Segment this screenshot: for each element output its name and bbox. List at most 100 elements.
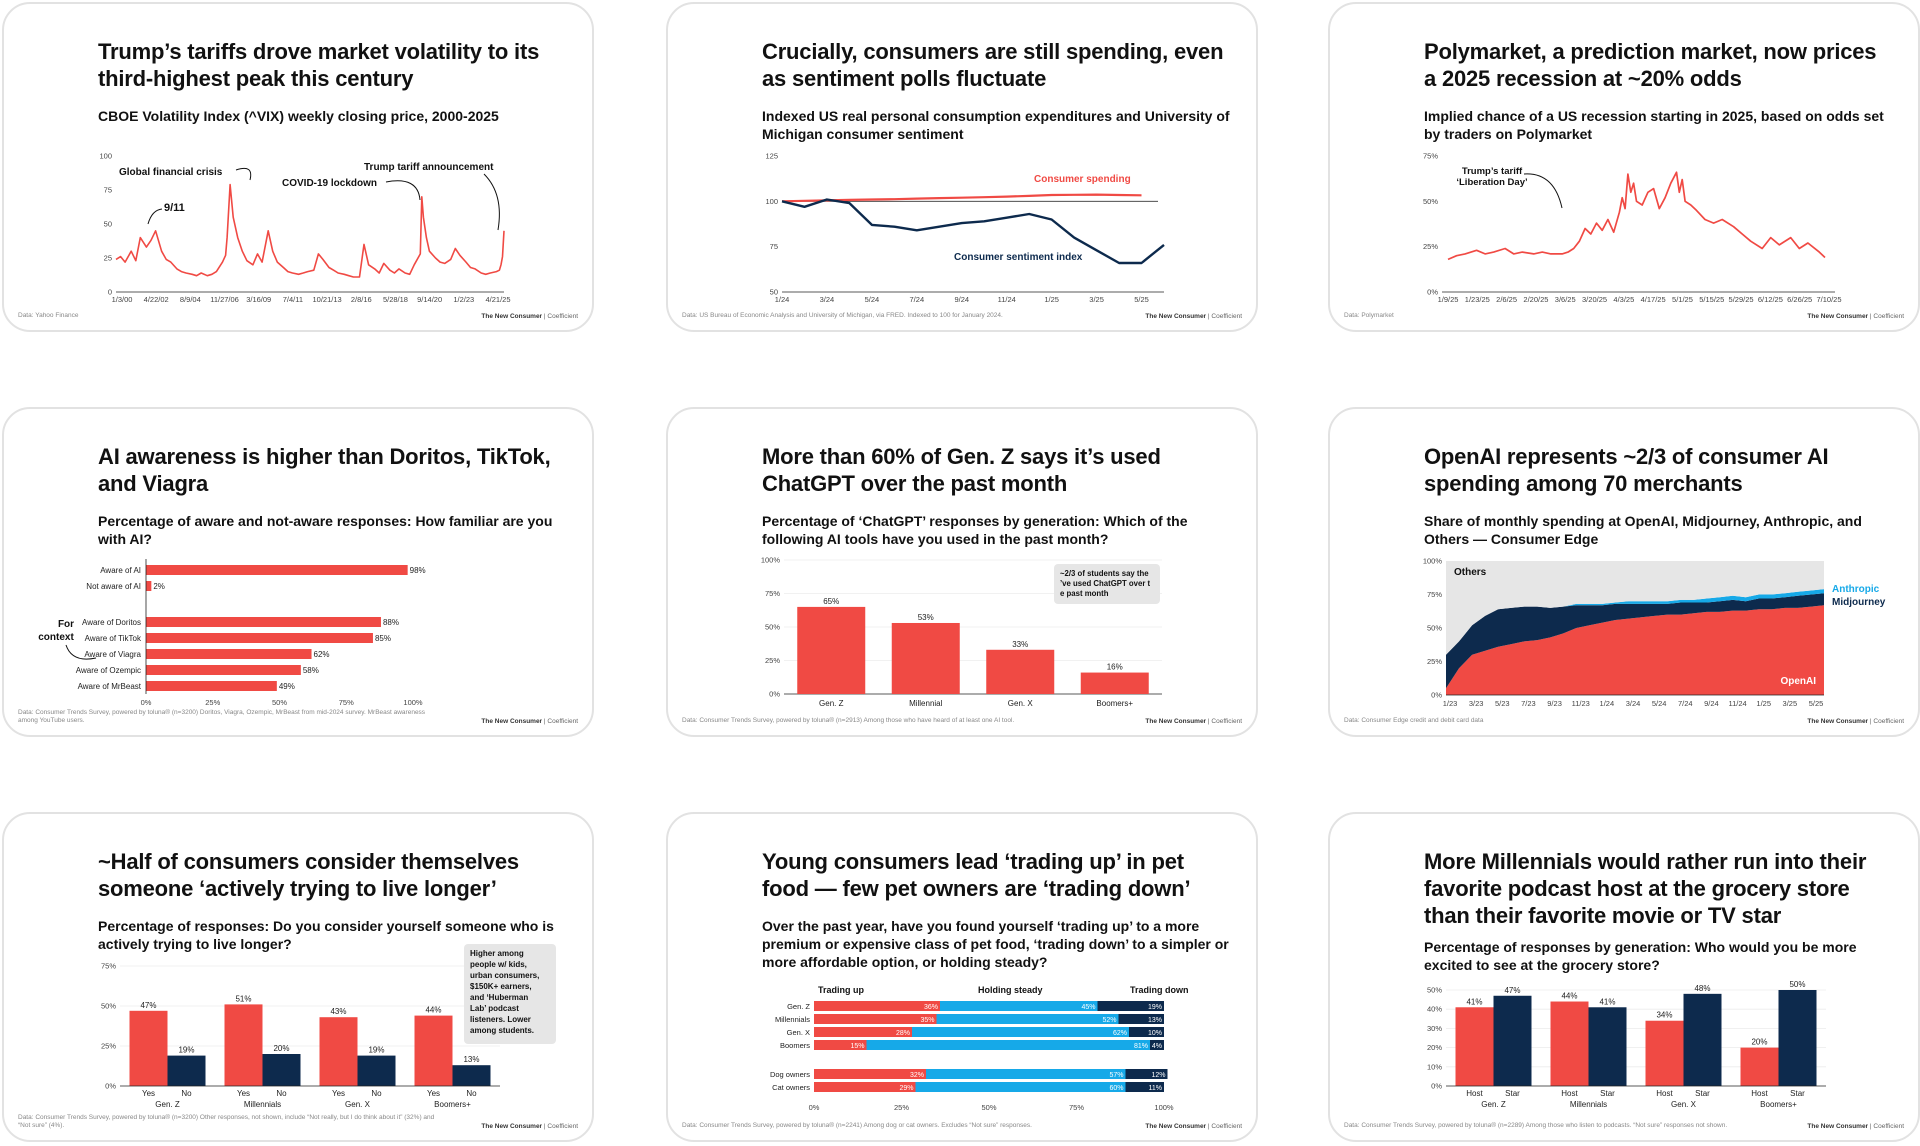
stacked-segment — [1150, 1040, 1164, 1050]
bar-category-label: Aware of MrBeast — [78, 682, 142, 691]
midjourney-label: Midjourney — [1832, 597, 1886, 608]
bar-value-label: 47% — [140, 1001, 156, 1010]
x-tick-label: No — [181, 1089, 192, 1098]
stacked-segment — [814, 1069, 926, 1079]
awareness-bar — [146, 681, 277, 691]
x-tick-label: 3/6/25 — [1555, 295, 1576, 304]
annotation-arrow — [1523, 173, 1563, 209]
x-tick-label: Yes — [332, 1089, 345, 1098]
y-tick-label: 50% — [1423, 197, 1438, 206]
bar-value-label: 51% — [235, 994, 251, 1003]
x-tick-label: 7/24 — [1678, 699, 1693, 708]
bar-value-label: 48% — [1694, 984, 1710, 993]
card-title: Polymarket, a prediction market, now pri… — [1424, 39, 1877, 91]
group-label: Millennials — [1570, 1100, 1607, 1109]
card-subtitle: Percentage of responses: Do you consider… — [98, 918, 554, 952]
bar-value-label: 50% — [1789, 980, 1805, 989]
bar-category-label: Dog owners — [770, 1070, 810, 1079]
x-tick-label: 5/29/25 — [1729, 295, 1754, 304]
brand-mark: The New Consumer | Coefficient — [1145, 1123, 1242, 1130]
bar-category-label: Millennials — [775, 1015, 810, 1024]
y-tick-label: 0% — [1427, 288, 1438, 297]
x-tick-label: 11/24 — [998, 295, 1016, 304]
bar-value-label: 49% — [279, 682, 295, 691]
x-tick-label: 2/20/25 — [1523, 295, 1548, 304]
y-tick-label: 10% — [1427, 1062, 1442, 1071]
x-tick-label: 5/24 — [865, 295, 880, 304]
x-tick-label: Star — [1695, 1089, 1710, 1098]
midjourney-area — [1446, 593, 1824, 689]
x-tick-label: 1/25 — [1044, 295, 1059, 304]
segment-value-label: 29% — [899, 1085, 913, 1092]
stacked-segment — [936, 1014, 1119, 1024]
y-tick-label: 50% — [101, 1002, 116, 1011]
group-label: Gen. Z — [1481, 1100, 1506, 1109]
awareness-bar-chart: Aware of AI 98% Not aware of AI 2% Aware of … — [38, 559, 426, 707]
card-polymarket: Polymarket, a prediction market, now pri… — [1328, 2, 1920, 332]
bar-category-label: Not aware of AI — [86, 582, 141, 591]
x-tick-label: 11/24 — [1728, 699, 1746, 708]
x-tick-label: 8/9/04 — [180, 295, 201, 304]
source-note: Data: Consumer Trends Survey, powered by… — [682, 717, 1015, 724]
stacked-segment — [940, 1001, 1098, 1011]
source-note: Data: Consumer Trends Survey, powered by… — [1344, 1122, 1728, 1129]
consumer-spending-line — [781, 193, 1142, 203]
openai-label: OpenAI — [1780, 676, 1816, 687]
segment-value-label: 19% — [1148, 1004, 1162, 1011]
x-tick-label: 75% — [339, 698, 354, 707]
card-subtitle: Percentage of ‘ChatGPT’ responses by gen… — [762, 513, 1188, 547]
stacked-segment — [915, 1082, 1126, 1092]
spending-line-chart: 50 75 100 125 1/24 3/24 5/24 7/24 9/24 11/24 1/25 3… — [765, 152, 1165, 304]
x-tick-label: 1/23/25 — [1465, 295, 1490, 304]
segment-value-label: 32% — [910, 1072, 924, 1079]
x-tick-label: 4/22/02 — [144, 295, 169, 304]
annotation-covid: COVID-19 lockdown — [282, 178, 377, 189]
y-tick-label: 75% — [1427, 590, 1442, 599]
card-subtitle: Percentage of responses by generation: W… — [1424, 939, 1857, 973]
bar-value-label: 20% — [273, 1044, 289, 1053]
card-subtitle: Over the past year, have you found yours… — [762, 918, 1229, 970]
y-tick-label: 50 — [770, 288, 778, 297]
bar-value-label: 19% — [178, 1046, 194, 1055]
x-tick-label: 25% — [205, 698, 220, 707]
bar-value-label: 20% — [1751, 1038, 1767, 1047]
segment-value-label: 13% — [1148, 1017, 1162, 1024]
y-tick-label: 0 — [108, 288, 112, 297]
y-tick-label: 20% — [1427, 1043, 1442, 1052]
x-tick-label: 75% — [1069, 1103, 1084, 1112]
x-tick-label: 11/27/06 — [210, 295, 239, 304]
card-subtitle: Implied chance of a US recession startin… — [1424, 108, 1884, 142]
annotation-financial-crisis: Global financial crisis — [119, 167, 223, 178]
bar-value-label: 44% — [1561, 992, 1577, 1001]
x-tick-label: 1/24 — [775, 295, 790, 304]
x-tick-label: 9/24 — [1704, 699, 1719, 708]
source-note: Data: Polymarket — [1344, 312, 1394, 319]
group-label: Gen. X — [345, 1100, 371, 1109]
bar-category-label: Gen. X — [787, 1028, 810, 1037]
y-tick-label: 100% — [761, 556, 781, 565]
x-tick-label: 6/12/25 — [1758, 295, 1783, 304]
x-tick-label: 5/25 — [1809, 699, 1824, 708]
x-tick-label: No — [371, 1089, 382, 1098]
y-tick-label: 75 — [770, 242, 778, 251]
x-tick-label: 3/24 — [820, 295, 835, 304]
annotation-text: $150K+ earners, — [470, 982, 532, 991]
y-tick-label: 50% — [1427, 986, 1442, 995]
x-tick-label: 11/23 — [1572, 699, 1590, 708]
card-title: AI awareness is higher than Doritos, Tik… — [98, 444, 551, 496]
card-title: More Millennials would rather run into t… — [1424, 849, 1867, 928]
x-tick-label: 0% — [141, 698, 152, 707]
bar-value-label: 53% — [918, 613, 934, 622]
x-tick-label: 5/1/25 — [1672, 295, 1693, 304]
stacked-segment — [1118, 1014, 1164, 1024]
y-tick-label: 75% — [1423, 152, 1438, 161]
no-bar — [262, 1054, 301, 1086]
segment-value-label: 62% — [1113, 1030, 1127, 1037]
bar-value-label: 34% — [1656, 1011, 1672, 1020]
host-bar — [1645, 1020, 1684, 1086]
segment-value-label: 28% — [896, 1030, 910, 1037]
x-tick-label: Boomers+ — [1096, 699, 1133, 708]
x-tick-label: Star — [1790, 1089, 1805, 1098]
bar-value-label: 88% — [383, 618, 399, 627]
y-tick-label: 0% — [105, 1082, 116, 1091]
